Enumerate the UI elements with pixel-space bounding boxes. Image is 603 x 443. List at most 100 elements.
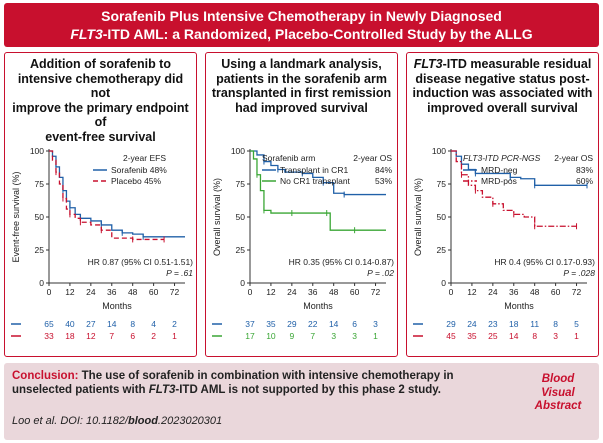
mrd-km-chart: 0 25 50 75 100 0 12 24 36 48 60 72 Months Overall sur… (413, 146, 595, 341)
legend-label: Transplant in CR1 (280, 165, 348, 175)
blood-visual-abstract-logo: Blood Visual Abstract (534, 373, 582, 412)
risk-count: 37 (245, 319, 255, 329)
y-tick-label: 50 (236, 212, 246, 222)
conclusion-gene: FLT3 (148, 384, 176, 396)
panel-title-line: improved overall survival (427, 100, 578, 115)
risk-count: 65 (44, 319, 54, 329)
panel-landmark: Using a landmark analysis, patients in t… (205, 52, 398, 357)
legend-label: MRD-neg (481, 165, 518, 175)
legend-value: 53% (375, 176, 392, 186)
risk-count: 1 (373, 331, 378, 341)
x-tick-label: 0 (248, 287, 253, 297)
panel-title-line: intensive chemotherapy did not (17, 71, 184, 101)
x-tick-label: 36 (308, 287, 318, 297)
legend-title: FLT3-ITD PCR-NGS (463, 153, 541, 163)
risk-count: 25 (488, 331, 498, 341)
risk-count: 33 (44, 331, 54, 341)
km-curve (451, 150, 577, 227)
km-curve (451, 150, 587, 186)
citation[interactable]: Loo et al. DOI: 10.1182/blood.2023020301 (12, 415, 223, 427)
x-axis-label: Months (303, 301, 333, 311)
x-tick-label: 48 (530, 287, 540, 297)
y-tick-label: 50 (35, 212, 45, 222)
panel-efs-title: Addition of sorafenib to intensive chemo… (5, 57, 196, 144)
y-tick-label: 0 (441, 278, 446, 288)
risk-count: 7 (310, 331, 315, 341)
p-value-text: P = .028 (563, 268, 595, 278)
risk-count: 3 (352, 331, 357, 341)
x-tick-label: 12 (266, 287, 276, 297)
legend-title: Sorafenib arm (262, 153, 315, 163)
conclusion-box: Conclusion: The use of sorafenib in comb… (4, 363, 599, 440)
risk-count: 8 (532, 331, 537, 341)
risk-count: 2 (151, 331, 156, 341)
y-tick-label: 25 (35, 245, 45, 255)
risk-count: 27 (86, 319, 96, 329)
risk-count: 3 (373, 319, 378, 329)
y-tick-label: 0 (39, 278, 44, 288)
citation-journal: blood (127, 415, 158, 427)
legend-header: 2-year OS (554, 153, 593, 163)
legend-label: MRD-pos (481, 176, 517, 186)
panel-title-gene: FLT3 (413, 57, 443, 71)
x-tick-label: 0 (47, 287, 52, 297)
p-value-text: P = .02 (367, 268, 394, 278)
y-tick-label: 75 (437, 179, 447, 189)
risk-count: 2 (172, 319, 177, 329)
risk-count: 6 (130, 331, 135, 341)
km-curve (250, 150, 386, 196)
panel-title-line: had improved survival (235, 100, 368, 115)
risk-count: 22 (308, 319, 318, 329)
panel-title-line: disease negative status post- (415, 71, 590, 86)
panel-title-line: Addition of sorafenib to (30, 57, 171, 71)
legend-label: Sorafenib 48% (111, 165, 167, 175)
panel-mrd-title: FLT3-ITD measurable residual disease neg… (407, 57, 598, 115)
legend-label: Placebo 45% (111, 176, 162, 186)
title-banner: Sorafenib Plus Intensive Chemotherapy in… (4, 3, 599, 47)
km-curve (49, 150, 185, 238)
x-tick-label: 24 (287, 287, 297, 297)
x-tick-label: 72 (371, 287, 381, 297)
x-tick-label: 48 (128, 287, 138, 297)
panel-landmark-title: Using a landmark analysis, patients in t… (206, 57, 397, 115)
x-tick-label: 12 (467, 287, 477, 297)
x-tick-label: 60 (350, 287, 360, 297)
p-value-text: P = .61 (166, 268, 193, 278)
y-tick-label: 25 (437, 245, 447, 255)
panel-title-line: event-free survival (45, 129, 156, 144)
risk-count: 18 (65, 331, 75, 341)
hazard-ratio-text: HR 0.87 (95% CI 0.51-1.51) (88, 257, 194, 267)
risk-count: 1 (574, 331, 579, 341)
panel-title-line: transplanted in first remission (211, 86, 392, 100)
risk-count: 17 (245, 331, 255, 341)
conclusion-text: Conclusion: The use of sorafenib in comb… (12, 370, 454, 396)
x-tick-label: 36 (107, 287, 117, 297)
risk-count: 8 (130, 319, 135, 329)
x-tick-label: 48 (329, 287, 339, 297)
risk-count: 7 (109, 331, 114, 341)
title-gene-name: FLT3 (70, 26, 103, 42)
x-tick-label: 24 (488, 287, 498, 297)
panel-title-line: Using a landmark analysis, (221, 57, 382, 71)
panel-efs: Addition of sorafenib to intensive chemo… (4, 52, 197, 357)
risk-count: 24 (467, 319, 477, 329)
title-line-1: Sorafenib Plus Intensive Chemotherapy in… (101, 8, 502, 24)
x-tick-label: 72 (572, 287, 582, 297)
y-tick-label: 75 (35, 179, 45, 189)
y-tick-label: 0 (240, 278, 245, 288)
risk-count: 4 (151, 319, 156, 329)
risk-count: 10 (266, 331, 276, 341)
x-tick-label: 24 (86, 287, 96, 297)
conclusion-label: Conclusion: (12, 370, 79, 382)
risk-count: 35 (467, 331, 477, 341)
y-axis-label: Event-free survival (%) (11, 171, 21, 262)
x-axis-label: Months (504, 301, 534, 311)
risk-count: 18 (509, 319, 519, 329)
risk-count: 8 (553, 319, 558, 329)
risk-count: 29 (446, 319, 456, 329)
risk-count: 45 (446, 331, 456, 341)
y-tick-label: 50 (437, 212, 447, 222)
risk-count: 23 (488, 319, 498, 329)
legend-header: 2-year OS (353, 153, 392, 163)
